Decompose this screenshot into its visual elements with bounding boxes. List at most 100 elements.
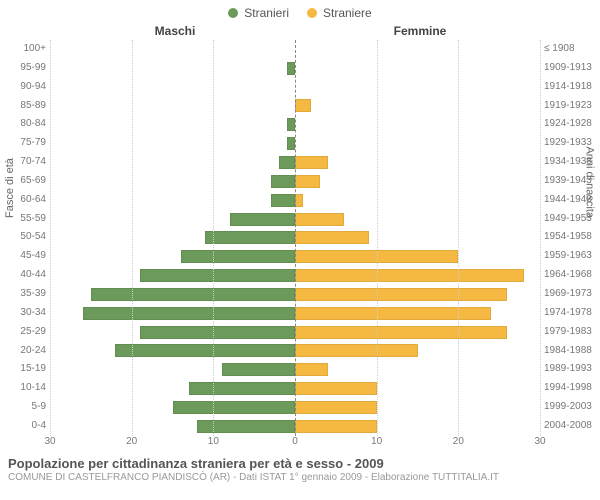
population-pyramid-chart: Stranieri Straniere Maschi Femmine Fasce… [0, 0, 600, 500]
y-tick-birth: 1924-1928 [544, 115, 600, 134]
bar-male [287, 137, 295, 150]
chart-subtitle: COMUNE DI CASTELFRANCO PIANDISCÒ (AR) - … [8, 472, 592, 483]
x-tick: 30 [534, 436, 545, 447]
bar-male [189, 382, 295, 395]
legend-swatch-male [228, 8, 238, 18]
bar-row-female [295, 360, 540, 379]
y-tick-age: 85-89 [0, 97, 46, 116]
y-tick-birth: 1999-2003 [544, 398, 600, 417]
bars-male [50, 40, 295, 436]
bar-female [295, 420, 377, 433]
bar-male [140, 326, 295, 339]
legend: Stranieri Straniere [0, 0, 600, 20]
bar-female [295, 326, 507, 339]
y-tick-age: 40-44 [0, 266, 46, 285]
y-tick-age: 65-69 [0, 172, 46, 191]
y-tick-age: 20-24 [0, 342, 46, 361]
bar-female [295, 344, 418, 357]
y-tick-birth: 1954-1958 [544, 228, 600, 247]
bar-row-male [50, 115, 295, 134]
bar-male [140, 269, 295, 282]
y-tick-birth: 2004-2008 [544, 417, 600, 436]
bar-male [230, 213, 295, 226]
y-tick-birth: 1919-1923 [544, 97, 600, 116]
y-tick-age: 30-34 [0, 304, 46, 323]
y-tick-birth: 1949-1953 [544, 210, 600, 229]
legend-label-female: Straniere [323, 6, 372, 20]
bar-row-female [295, 115, 540, 134]
bar-male [115, 344, 295, 357]
bar-row-female [295, 342, 540, 361]
bar-row-female [295, 134, 540, 153]
y-tick-birth: 1929-1933 [544, 134, 600, 153]
bar-row-female [295, 266, 540, 285]
y-tick-age: 90-94 [0, 78, 46, 97]
gridline [213, 40, 214, 436]
bar-row-male [50, 153, 295, 172]
bar-row-female [295, 78, 540, 97]
y-tick-birth: 1964-1968 [544, 266, 600, 285]
bar-row-male [50, 285, 295, 304]
legend-label-male: Stranieri [244, 6, 289, 20]
bar-row-female [295, 191, 540, 210]
y-tick-age: 15-19 [0, 360, 46, 379]
legend-item-female: Straniere [307, 6, 372, 20]
gridline [540, 40, 541, 436]
bar-female [295, 231, 369, 244]
bar-row-male [50, 210, 295, 229]
bar-row-male [50, 59, 295, 78]
bar-female [295, 307, 491, 320]
y-tick-age: 80-84 [0, 115, 46, 134]
bar-male [197, 420, 295, 433]
gridline [458, 40, 459, 436]
bar-row-male [50, 78, 295, 97]
bar-row-female [295, 304, 540, 323]
header-female: Femmine [300, 24, 600, 38]
bar-row-male [50, 228, 295, 247]
bar-row-female [295, 417, 540, 436]
bar-female [295, 99, 311, 112]
y-tick-age: 35-39 [0, 285, 46, 304]
bar-male [287, 62, 295, 75]
bar-row-male [50, 360, 295, 379]
bar-row-male [50, 40, 295, 59]
bar-male [205, 231, 295, 244]
bar-male [91, 288, 295, 301]
bar-row-female [295, 97, 540, 116]
bar-row-male [50, 417, 295, 436]
bar-row-female [295, 247, 540, 266]
y-tick-birth: 1969-1973 [544, 285, 600, 304]
bar-male [287, 118, 295, 131]
y-tick-age: 50-54 [0, 228, 46, 247]
gridline [132, 40, 133, 436]
y-tick-age: 70-74 [0, 153, 46, 172]
bar-male [83, 307, 295, 320]
x-tick: 0 [292, 436, 298, 447]
bar-row-male [50, 97, 295, 116]
bar-female [295, 156, 328, 169]
y-tick-birth: 1944-1948 [544, 191, 600, 210]
y-tick-birth: 1959-1963 [544, 247, 600, 266]
bar-female [295, 363, 328, 376]
bar-row-male [50, 379, 295, 398]
bar-female [295, 213, 344, 226]
y-tick-birth: 1939-1943 [544, 172, 600, 191]
bar-row-female [295, 172, 540, 191]
chart-footer: Popolazione per cittadinanza straniera p… [0, 452, 600, 483]
chart-title: Popolazione per cittadinanza straniera p… [8, 456, 592, 471]
y-tick-age: 95-99 [0, 59, 46, 78]
bar-female [295, 401, 377, 414]
column-headers: Maschi Femmine [0, 24, 600, 38]
y-tick-age: 25-29 [0, 323, 46, 342]
y-axis-right: ≤ 19081909-19131914-19181919-19231924-19… [540, 40, 600, 436]
legend-swatch-female [307, 8, 317, 18]
y-tick-age: 100+ [0, 40, 46, 59]
bar-row-female [295, 323, 540, 342]
bar-row-female [295, 210, 540, 229]
center-divider [295, 40, 296, 436]
bar-male [271, 194, 296, 207]
bar-row-male [50, 191, 295, 210]
y-tick-age: 60-64 [0, 191, 46, 210]
y-tick-birth: 1909-1913 [544, 59, 600, 78]
x-tick: 10 [371, 436, 382, 447]
